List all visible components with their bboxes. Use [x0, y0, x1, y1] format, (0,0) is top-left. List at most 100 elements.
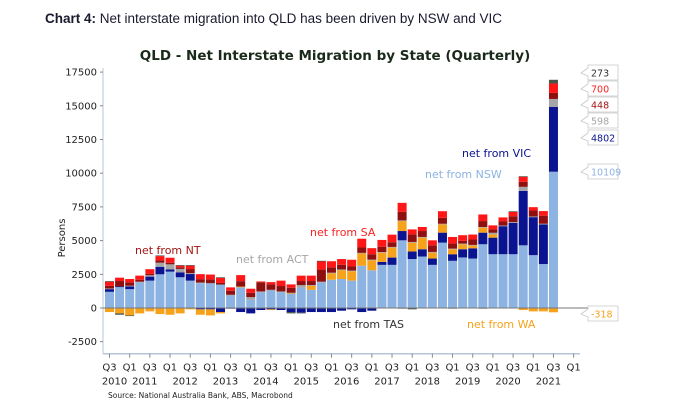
chart-title: QLD - Net Interstate Migration by State … — [140, 48, 531, 64]
bar-segment-vic — [256, 308, 266, 311]
bar-segment-act — [448, 248, 458, 250]
bar-segment-vic — [417, 249, 427, 257]
bar-segment-wa — [185, 308, 195, 310]
bar-segment-sa — [286, 287, 296, 293]
bar-segment-nsw — [518, 245, 528, 308]
bar-segment-nt — [367, 248, 377, 255]
callout-box — [580, 129, 619, 146]
bar-segment-act — [125, 285, 135, 287]
bar-segment-vic — [468, 248, 478, 259]
bar-segment-vic — [357, 308, 367, 313]
bar-segment-nsw — [397, 240, 407, 308]
bar-segment-nt — [215, 277, 225, 283]
bar-segment-vic — [266, 308, 276, 310]
bar-segment-act — [326, 272, 336, 274]
bar-segment-nt — [468, 234, 478, 240]
x-tick-label: Q1 — [486, 363, 500, 374]
bar-segment-sa — [145, 273, 155, 276]
x-tick-label: Q3 — [304, 363, 318, 374]
bar-segment-act — [407, 241, 417, 243]
bar-segment-vic — [478, 232, 488, 245]
callout-value: 273 — [591, 69, 609, 80]
bar-segment-nt — [538, 211, 548, 216]
bar-segment-nsw — [528, 255, 538, 308]
x-tick-label: Q3 — [466, 363, 480, 374]
bar-segment-sa — [296, 281, 306, 286]
chart-number: Chart 4: — [45, 11, 97, 26]
x-tick-label: Q3 — [102, 363, 116, 374]
bar-segment-act — [347, 270, 357, 272]
bar-segment-nsw — [256, 292, 266, 308]
year-label: 2013 — [213, 377, 238, 388]
bar-segment-nt — [407, 229, 417, 235]
bar-segment-wa — [337, 270, 347, 280]
y-tick-label: 0 — [91, 304, 97, 315]
bar-segment-sa — [195, 279, 205, 283]
bar-segment-vic — [316, 308, 326, 313]
x-tick-label: Q3 — [506, 363, 520, 374]
y-tick-label: 15000 — [65, 101, 97, 112]
x-tick-label: Q1 — [284, 363, 298, 374]
bar-segment-nt — [296, 275, 306, 282]
bar-segment-nsw — [407, 259, 417, 308]
bar-segment-vic — [347, 308, 357, 310]
bar-segment-vic — [165, 269, 175, 272]
bar-segment-act — [528, 216, 538, 218]
bar-segment-nt — [155, 256, 165, 261]
bar-segment-vic — [145, 276, 155, 281]
bar-segment-nt — [145, 269, 155, 274]
annotation-label: net from VIC — [462, 147, 531, 160]
bar-segment-nt — [256, 281, 266, 283]
bar-segment-sa — [135, 279, 145, 282]
bar-segment-nsw — [448, 260, 458, 308]
bar-segment-nsw — [508, 254, 518, 308]
bar-segment-vic — [185, 274, 195, 281]
year-label: 2018 — [415, 377, 440, 388]
bar-segment-nsw — [548, 171, 558, 308]
bar-segment-nt — [528, 207, 538, 211]
bar-segment-nsw — [377, 264, 387, 308]
bar-segment-nsw — [276, 292, 286, 308]
bar-segment-wa — [266, 309, 276, 311]
y-tick-label: 7500 — [72, 202, 97, 213]
bar-segment-nt — [478, 214, 488, 222]
bar-segment-act — [357, 252, 367, 254]
bar-segment-sa — [387, 242, 397, 247]
bar-segment-nsw — [326, 279, 336, 308]
callout-box — [580, 163, 619, 180]
bar-segment-nsw — [155, 274, 165, 308]
bar-segment-sa — [347, 266, 357, 271]
bars-group — [105, 79, 558, 317]
bar-segment-nt — [448, 236, 458, 244]
callout-value: 448 — [591, 101, 609, 112]
bar-segment-act — [538, 223, 548, 225]
bar-segment-sa — [175, 267, 185, 269]
bar-segment-act — [296, 285, 306, 288]
bar-segment-nsw — [367, 270, 377, 308]
bar-segment-act — [488, 232, 498, 235]
x-tick-label: Q1 — [365, 363, 379, 374]
bar-segment-nt — [276, 280, 286, 287]
bar-segment-sa — [155, 260, 165, 263]
bar-segment-vic — [337, 308, 347, 311]
bar-segment-tas — [215, 277, 225, 278]
bar-segment-tas — [548, 79, 558, 84]
bar-segment-sa — [508, 216, 518, 223]
x-tick-label: Q1 — [405, 363, 419, 374]
bar-segment-nt — [417, 226, 427, 232]
bar-segment-nsw — [437, 242, 447, 308]
bar-segment-nsw — [347, 280, 357, 308]
bar-segment-vic — [498, 226, 508, 255]
bar-segment-wa — [306, 285, 316, 290]
bar-segment-vic — [236, 308, 246, 313]
bar-segment-sa — [538, 215, 548, 224]
bar-segment-vic — [306, 308, 316, 313]
bar-segment-act — [316, 281, 326, 283]
annotation-label: net from WA — [467, 318, 536, 331]
x-tick-label: Q1 — [324, 363, 338, 374]
bar-segment-act — [377, 252, 387, 253]
bar-segment-wa — [115, 308, 125, 314]
bar-segment-vic — [155, 266, 165, 275]
bar-segment-wa — [215, 312, 225, 314]
bar-segment-nsw — [488, 254, 498, 308]
